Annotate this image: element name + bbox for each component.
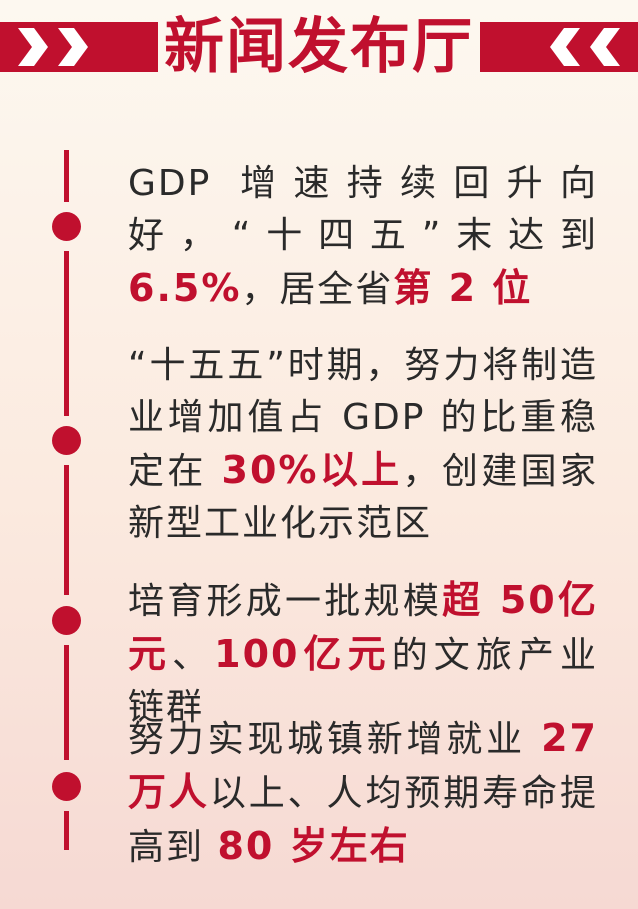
item-text: ，创建国家新型工业化示范区 bbox=[128, 451, 598, 544]
item-text: 的文旅产业链群 bbox=[128, 635, 598, 728]
timeline-line-segment bbox=[64, 465, 69, 595]
news-item: 努力实现城镇新增就业 27 万人以上、人均预期寿命提高到 80 岁左右 bbox=[128, 712, 598, 874]
item-highlight: 30%以上 bbox=[221, 448, 403, 492]
item-highlight: 第 2 位 bbox=[393, 266, 533, 310]
news-item: GDP 增速持续回升向好，“十四五”末达到 6.5%，居全省第 2 位 bbox=[128, 158, 598, 316]
item-text: 以上、人均预期寿命提高到 bbox=[128, 773, 598, 868]
timeline-line-segment bbox=[64, 645, 69, 760]
timeline-dot bbox=[52, 212, 81, 241]
timeline-dot bbox=[52, 772, 81, 801]
item-highlight: 超 50亿元 bbox=[128, 578, 598, 676]
item-text: “十五五”时期，努力将制造业增加值占 GDP 的比重稳定在 bbox=[128, 345, 598, 492]
item-highlight: 6.5% bbox=[128, 266, 242, 310]
timeline-dot bbox=[52, 606, 81, 635]
timeline-line-segment bbox=[64, 251, 69, 416]
item-text: GDP 增速持续回升向好，“十四五”末达到 bbox=[128, 163, 598, 256]
item-highlight: 100亿元 bbox=[214, 632, 392, 676]
timeline bbox=[52, 150, 81, 850]
timeline-line-segment bbox=[64, 811, 69, 850]
page-title: 新闻发布厅 bbox=[164, 12, 474, 82]
news-item: “十五五”时期，努力将制造业增加值占 GDP 的比重稳定在 30%以上，创建国家… bbox=[128, 340, 598, 550]
timeline-line-segment bbox=[64, 150, 69, 202]
header: 新闻发布厅 bbox=[0, 0, 638, 96]
item-text: 培育形成一批规模 bbox=[128, 581, 443, 622]
banner-right-decoration bbox=[480, 22, 638, 72]
item-text: 努力实现城镇新增就业 bbox=[128, 719, 542, 760]
timeline-dot bbox=[52, 426, 81, 455]
banner-left-decoration bbox=[0, 22, 158, 72]
news-item: 培育形成一批规模超 50亿元、100亿元的文旅产业链群 bbox=[128, 574, 598, 734]
item-highlight: 27 万人 bbox=[128, 716, 598, 814]
item-text: ，居全省 bbox=[241, 269, 394, 310]
item-highlight: 80 岁左右 bbox=[217, 824, 410, 868]
item-text: 、 bbox=[172, 635, 215, 676]
